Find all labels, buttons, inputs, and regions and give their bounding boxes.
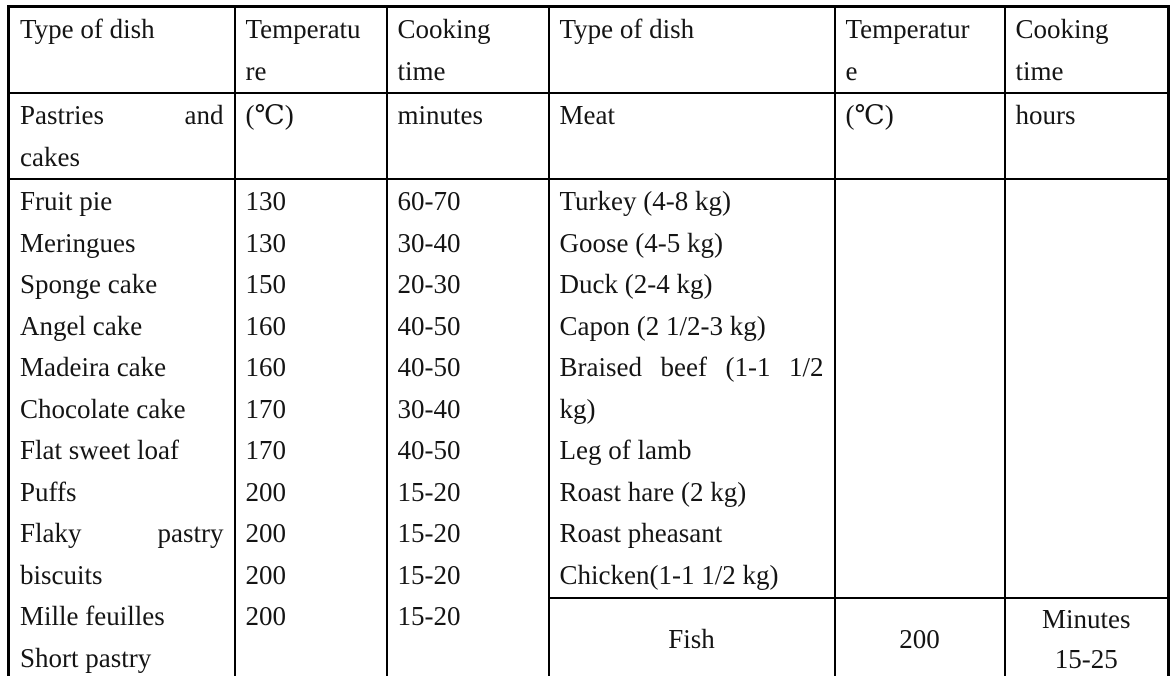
cell-line: 130 (245, 186, 287, 216)
cell-word: Braised (559, 352, 642, 382)
subheader-cell-celsius-left: (℃) (233, 92, 388, 180)
cell-line: Cooking (397, 14, 491, 44)
cell-line: Short pastry (20, 642, 152, 673)
cell-line: 130 (245, 227, 287, 258)
cell-line: Flat sweet loaf (20, 435, 179, 465)
cell-word: pastry (157, 518, 224, 548)
cell-line: 150 (245, 269, 287, 299)
cell-line: 40-50 (397, 352, 461, 382)
cell-word: (1-1 (725, 352, 771, 382)
cell-line: 15-25 (1054, 644, 1118, 674)
cell-line: biscuits (20, 559, 103, 590)
cell-line: kg) (559, 393, 596, 424)
cell-line: Pastries and (20, 95, 224, 137)
header-cell-time-left: Cooking time (385, 5, 550, 94)
cooking-temperature-table: Type of dish Temperatu re Cooking time Typ… (7, 5, 1170, 676)
cell-line: Leg of lamb (559, 435, 692, 465)
cell-line: 200 (245, 476, 287, 507)
cell-line: 30-40 (397, 227, 461, 258)
cell-line: Fruit pie (20, 186, 113, 216)
subheader-cell-celsius-right: (℃) (833, 92, 1006, 180)
cell-line: 15-20 (397, 559, 461, 590)
cell-word: Pastries (20, 100, 104, 130)
cell-line: Roast hare (2 kg) (559, 476, 747, 507)
fish-row: Fish 200 Minutes 15-25 (9, 597, 1170, 676)
header-cell-temperature-right: Temperatur e (833, 5, 1006, 94)
cell-line: Puffs (20, 476, 77, 507)
fish-time-cell: Minutes 15-25 (1003, 597, 1170, 676)
cell-word: beef (660, 352, 707, 382)
cell-line: Cooking (1015, 14, 1109, 44)
cell-word: and (184, 100, 224, 130)
cell-line: 15-20 (397, 518, 461, 548)
header-cell-dish-left: Type of dish (7, 5, 236, 94)
cell-word: Flaky (20, 518, 82, 548)
cell-line: Mille feuilles (20, 601, 165, 631)
fish-dish-cell: Fish (547, 597, 836, 676)
cell-line: 60-70 (397, 186, 461, 216)
cell-line: 160 (245, 352, 287, 382)
cell-line: 200 (245, 601, 287, 631)
cell-line: 40-50 (397, 310, 461, 341)
meat-temperature-cell (833, 178, 1006, 599)
cell-line: Capon (2 1/2-3 kg) (559, 310, 766, 341)
cell-line: Duck (2-4 kg) (559, 269, 713, 299)
cell-line: Type of dish (559, 14, 695, 44)
cell-line: Roast pheasant (559, 518, 723, 548)
subheader-cell-meat: Meat (547, 92, 836, 180)
cell-line: 200 (245, 559, 287, 590)
subheader-cell-hours: hours (1003, 92, 1170, 180)
cell-line: 30-40 (397, 393, 461, 424)
cell-line: Temperatur (845, 14, 970, 44)
cell-line: time (1015, 55, 1064, 86)
cell-line: Turkey (4-8 kg) (559, 186, 732, 216)
cell-line: hours (1015, 100, 1076, 130)
cell-line: 15-20 (397, 476, 461, 507)
cell-line: e (845, 55, 858, 86)
header-row-1: Type of dish Temperatu re Cooking time Typ… (7, 5, 1170, 94)
cell-word: 1/2 (788, 352, 824, 382)
header-cell-time-right: Cooking time (1003, 5, 1170, 94)
cell-line: re (245, 55, 267, 86)
cell-line: 15-20 (397, 601, 461, 631)
meat-time-cell (1003, 178, 1170, 599)
cell-line: minutes (397, 100, 484, 130)
header-cell-dish-right: Type of dish (547, 5, 836, 94)
pastries-dishes-cell: Fruit pie Meringues Sponge cake Angel cake M… (7, 178, 236, 676)
cell-line: Chocolate cake (20, 393, 186, 424)
cell-line: 200 (245, 518, 287, 548)
cell-line: Goose (4-5 kg) (559, 227, 723, 258)
cell-line: Type of dish (20, 14, 155, 44)
cell-line: 170 (245, 435, 287, 465)
cell-line: (℃) (845, 100, 894, 130)
fish-temperature-cell: 200 (833, 597, 1006, 676)
cell-line: cakes (20, 141, 80, 172)
subheader-cell-pastries: Pastries and cakes (7, 92, 236, 180)
cell-line: Sponge cake (20, 269, 158, 299)
header-row-2: Pastries and cakes (℃) minutes Meat (℃) ho… (7, 92, 1170, 180)
cell-line: 20-30 (397, 269, 461, 299)
cell-line: Meringues (20, 227, 136, 258)
body-row: Fruit pie Meringues Sponge cake Angel cake M… (7, 178, 1170, 676)
subheader-cell-minutes: minutes (385, 92, 550, 180)
pastries-times-cell: 60-70 30-40 20-30 40-50 40-50 30-40 40-50 15-20… (385, 178, 550, 676)
pastries-temperatures-cell: 130 130 150 160 160 170 170 200 200 200 200 (233, 178, 388, 676)
cell-line: Braised beef (1-1 1/2 (560, 347, 824, 389)
cell-line: Meat (559, 100, 615, 130)
cell-line: Angel cake (20, 310, 143, 341)
cell-line: 40-50 (397, 435, 461, 465)
cell-line: Chicken(1-1 1/2 kg) (559, 559, 779, 590)
cell-line: Flaky pastry (20, 513, 224, 555)
header-cell-temperature-left: Temperatu re (233, 5, 388, 94)
cell-line: Madeira cake (20, 352, 167, 382)
cell-line: 160 (245, 310, 287, 341)
cell-line: Temperatu (245, 14, 361, 44)
cell-line: (℃) (245, 100, 294, 130)
meat-dishes-cell: Turkey (4-8 kg) Goose (4-5 kg) Duck (2-4 k… (547, 178, 836, 599)
cell-line: 170 (245, 393, 287, 424)
cell-line: Minutes (1041, 604, 1131, 634)
cell-line: time (397, 55, 446, 86)
